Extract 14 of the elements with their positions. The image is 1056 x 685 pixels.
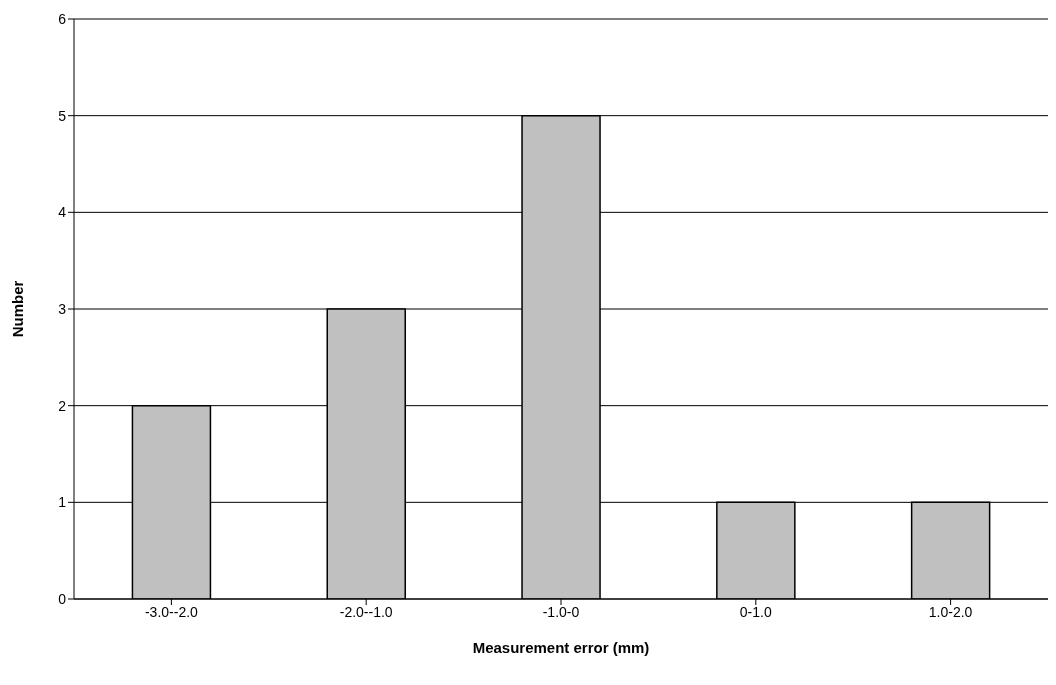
y-tick-label: 4: [58, 204, 67, 221]
x-tick-label: 1.0-2.0: [928, 603, 973, 620]
x-axis-title: Measurement error (mm): [472, 639, 650, 656]
y-tick-label: 2: [58, 397, 67, 414]
y-axis-title: Number: [9, 280, 27, 338]
x-tick-label: 0-1.0: [739, 603, 772, 620]
y-tick-label: 3: [58, 300, 67, 317]
x-tick-label: -3.0--2.0: [144, 603, 199, 620]
x-tick-label: -2.0--1.0: [339, 603, 393, 620]
y-tick-label: 1: [58, 494, 67, 511]
y-tick-label: 0: [58, 590, 67, 607]
y-tick-label: 5: [58, 107, 67, 124]
x-tick-label: -1.0-0: [542, 603, 580, 620]
y-tick-label: 6: [58, 10, 67, 27]
